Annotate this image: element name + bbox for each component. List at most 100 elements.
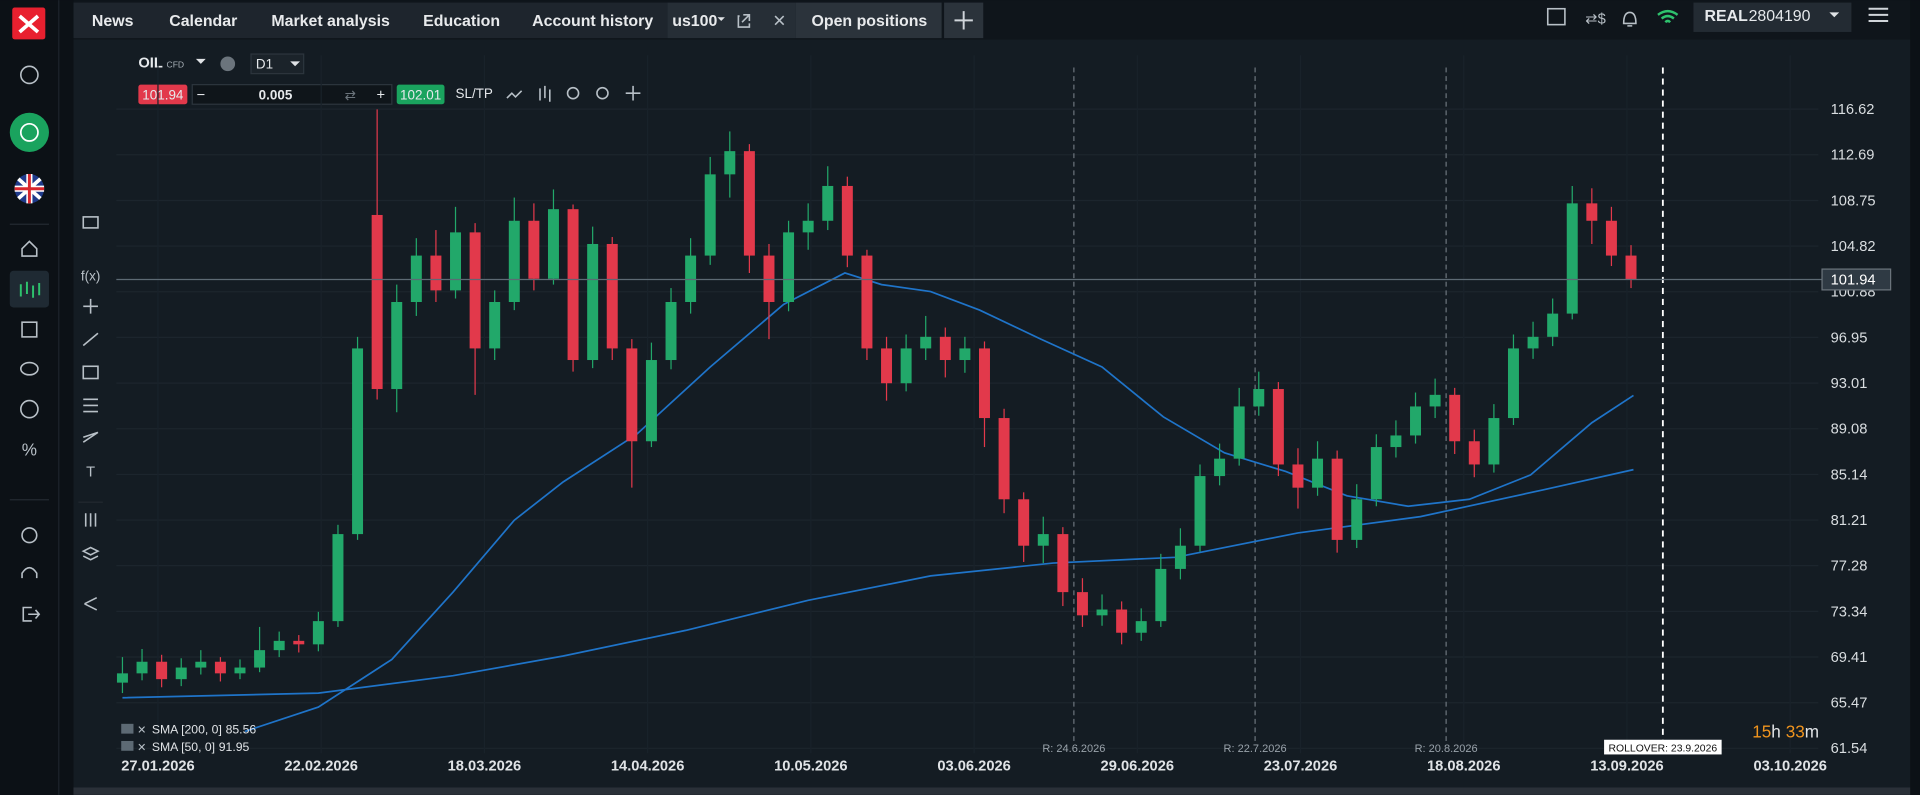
- timeframe-dropdown: [290, 61, 300, 67]
- tool-layers[interactable]: [81, 546, 100, 561]
- currency-icon[interactable]: ⇄$: [1585, 11, 1605, 27]
- symbol-dropdown[interactable]: [195, 58, 206, 64]
- candle-body: [528, 220, 540, 279]
- lot-toggle[interactable]: ⇄: [345, 87, 356, 102]
- candle-body: [724, 151, 736, 175]
- candle-body: [567, 209, 579, 361]
- candle-body: [1096, 609, 1108, 616]
- candle-body: [1155, 568, 1167, 622]
- close-icon[interactable]: [774, 15, 785, 26]
- candle-body: [1390, 435, 1402, 448]
- x-tick-label: 03.10.2026: [1753, 758, 1827, 774]
- candle-body: [645, 360, 657, 442]
- lot-plus[interactable]: +: [377, 87, 386, 103]
- candle-body: [841, 185, 853, 256]
- candle-body: [312, 621, 324, 645]
- layout-icon[interactable]: [1546, 7, 1566, 26]
- y-tick-label: 96.95: [1831, 330, 1868, 346]
- tool-channel[interactable]: [82, 431, 99, 443]
- tool-fx[interactable]: f(x): [81, 269, 100, 284]
- candle-body: [959, 348, 971, 361]
- pan-icon[interactable]: [625, 85, 641, 101]
- candle-body: [1214, 458, 1226, 477]
- tool-crosshair[interactable]: [83, 298, 98, 314]
- lot-minus[interactable]: −: [197, 87, 206, 103]
- tool-share[interactable]: [84, 596, 98, 611]
- calendar-icon[interactable]: [21, 321, 38, 338]
- tool-text[interactable]: T: [86, 464, 95, 480]
- x-tick-label: 18.03.2026: [448, 758, 522, 774]
- logout-icon[interactable]: [22, 606, 41, 622]
- countdown-part: 15: [1752, 721, 1771, 741]
- tab-news[interactable]: News: [92, 13, 134, 30]
- percent-icon[interactable]: %: [22, 440, 37, 460]
- sell-button[interactable]: [138, 84, 188, 105]
- candle-body: [763, 255, 775, 303]
- sltp-button[interactable]: SL/TP: [456, 86, 493, 101]
- candle-body: [861, 255, 873, 349]
- account-dropdown[interactable]: [1829, 12, 1840, 18]
- candle-body: [234, 667, 246, 674]
- y-tick-label: 77.28: [1831, 559, 1868, 575]
- legend-value: 91.95: [219, 740, 250, 754]
- candle-body: [587, 243, 599, 361]
- tab-open-positions[interactable]: Open positions: [812, 13, 928, 30]
- instrument-tab-bg[interactable]: [667, 2, 796, 39]
- y-tick-label: 61.54: [1831, 741, 1868, 757]
- candle-body: [410, 255, 422, 303]
- candle-body: [1135, 621, 1147, 633]
- x-tick-label: 13.09.2026: [1590, 758, 1664, 774]
- tab-education[interactable]: Education: [423, 13, 500, 30]
- line-type-icon[interactable]: [506, 90, 523, 99]
- tab-account-history[interactable]: Account history: [532, 13, 653, 30]
- bell-icon[interactable]: [1622, 11, 1637, 27]
- zoom-out-icon[interactable]: [566, 86, 580, 100]
- deposit-icon[interactable]: [20, 65, 39, 85]
- candle-body: [273, 640, 285, 651]
- account-box[interactable]: [1693, 2, 1852, 32]
- support-icon[interactable]: [21, 566, 38, 579]
- zoom-in-icon[interactable]: [596, 86, 609, 100]
- candle-type-icon[interactable]: [539, 85, 551, 102]
- open-positions-bg[interactable]: [795, 2, 942, 39]
- buy-button[interactable]: [396, 84, 445, 105]
- info-icon[interactable]: [220, 56, 236, 72]
- instrument-tab[interactable]: us100: [672, 13, 717, 30]
- popout-icon[interactable]: [737, 14, 751, 28]
- tool-fib[interactable]: [83, 398, 98, 413]
- timeframe-box[interactable]: [250, 53, 305, 75]
- tabs-strip: [73, 2, 668, 39]
- legend-icon: [121, 723, 134, 734]
- candle-body: [489, 302, 501, 349]
- candle-body: [1370, 447, 1382, 500]
- charts-icon[interactable]: [19, 281, 41, 298]
- tool-window[interactable]: [82, 216, 99, 229]
- countdown-part: m: [1805, 721, 1819, 741]
- candle-body: [254, 650, 266, 668]
- settings-icon[interactable]: [21, 527, 38, 544]
- candle-body: [900, 348, 912, 384]
- menu-icon[interactable]: [1868, 7, 1889, 22]
- candle-body: [547, 209, 559, 279]
- tab-market-analysis[interactable]: Market analysis: [271, 13, 390, 30]
- candle-body: [1331, 458, 1343, 540]
- candle-body: [1351, 499, 1363, 540]
- dropdown-arrow[interactable]: [717, 17, 725, 21]
- candle-body: [1272, 389, 1284, 465]
- lot-input[interactable]: [191, 84, 393, 105]
- tool-rect[interactable]: [82, 365, 99, 380]
- candle-body: [450, 232, 461, 291]
- coin-icon[interactable]: [20, 399, 39, 419]
- symbol[interactable]: OIL: [138, 56, 163, 72]
- tool-indicators[interactable]: [84, 513, 97, 527]
- piggy-icon[interactable]: [20, 361, 39, 376]
- tab-calendar[interactable]: Calendar: [169, 13, 237, 30]
- tool-line[interactable]: [82, 332, 99, 347]
- y-tick-label: 85.14: [1831, 467, 1868, 483]
- funds-button[interactable]: [9, 112, 49, 152]
- home-icon[interactable]: [21, 240, 38, 257]
- wifi-icon: [1657, 9, 1679, 24]
- y-tick-label: 65.47: [1831, 696, 1868, 712]
- candle-body: [939, 336, 951, 361]
- legend-entry: SMA [200, 0] 85.56: [152, 723, 257, 737]
